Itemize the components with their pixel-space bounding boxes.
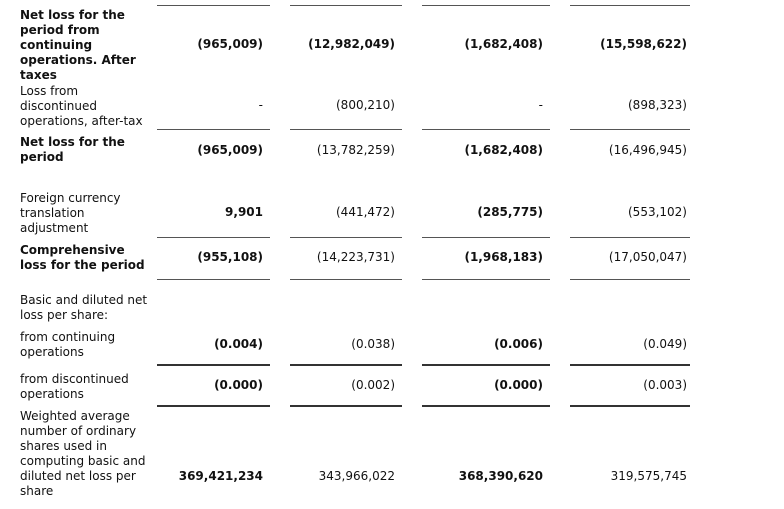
cell-value: (898,323) bbox=[628, 98, 687, 112]
rule bbox=[422, 237, 550, 238]
cell-value: (441,472) bbox=[336, 205, 395, 219]
cell-value: (965,009) bbox=[197, 37, 263, 51]
rule bbox=[570, 279, 690, 280]
rule bbox=[157, 405, 270, 407]
cell-value: - bbox=[538, 98, 543, 112]
row-label: Weighted average number of ordinary shar… bbox=[20, 409, 146, 498]
rule bbox=[290, 364, 402, 366]
cell-value: 319,575,745 bbox=[610, 469, 687, 483]
cell-value: (285,775) bbox=[477, 205, 543, 219]
row-label: Loss from discontinued operations, after… bbox=[20, 84, 143, 128]
cell-value: 343,966,022 bbox=[318, 469, 395, 483]
rule bbox=[570, 237, 690, 238]
rule bbox=[157, 364, 270, 366]
cell-value: (0.038) bbox=[351, 337, 395, 351]
cell-value: (800,210) bbox=[336, 98, 395, 112]
cell-value: (0.000) bbox=[214, 378, 263, 392]
cell-value: 369,421,234 bbox=[178, 469, 263, 483]
rule bbox=[157, 279, 270, 280]
cell-value: (0.002) bbox=[351, 378, 395, 392]
rule bbox=[157, 237, 270, 238]
cell-value: (13,782,259) bbox=[316, 143, 395, 157]
rule bbox=[422, 5, 550, 6]
cell-value: (0.006) bbox=[494, 337, 543, 351]
row-label: from discontinued operations bbox=[20, 372, 129, 401]
rule bbox=[157, 5, 270, 6]
row-label: Net loss for the period bbox=[20, 135, 125, 164]
rule bbox=[290, 279, 402, 280]
cell-value: (965,009) bbox=[197, 143, 263, 157]
rule bbox=[290, 5, 402, 6]
row-label: Comprehensive loss for the period bbox=[20, 243, 145, 272]
rule bbox=[157, 129, 270, 130]
rule bbox=[570, 405, 690, 407]
rule bbox=[422, 279, 550, 280]
rule bbox=[570, 364, 690, 366]
cell-value: (1,682,408) bbox=[464, 37, 543, 51]
cell-value: 368,390,620 bbox=[458, 469, 543, 483]
cell-value: (553,102) bbox=[628, 205, 687, 219]
cell-value: (14,223,731) bbox=[316, 250, 395, 264]
rule bbox=[290, 129, 402, 130]
rule bbox=[422, 129, 550, 130]
row-label: Foreign currency translation adjustment bbox=[20, 191, 121, 235]
row-label: Net loss for the period from continuing … bbox=[20, 8, 136, 82]
cell-value: (12,982,049) bbox=[308, 37, 395, 51]
cell-value: (955,108) bbox=[197, 250, 263, 264]
rule bbox=[422, 405, 550, 407]
cell-value: (16,496,945) bbox=[608, 143, 687, 157]
cell-value: - bbox=[258, 98, 263, 112]
rule bbox=[570, 5, 690, 6]
cell-value: (0.004) bbox=[214, 337, 263, 351]
cell-value: (17,050,047) bbox=[608, 250, 687, 264]
cell-value: (1,968,183) bbox=[464, 250, 543, 264]
cell-value: (15,598,622) bbox=[600, 37, 687, 51]
rule bbox=[422, 364, 550, 366]
row-label: Basic and diluted net loss per share: bbox=[20, 293, 148, 322]
cell-value: 9,901 bbox=[225, 205, 263, 219]
cell-value: (0.049) bbox=[643, 337, 687, 351]
cell-value: (0.000) bbox=[494, 378, 543, 392]
rule bbox=[290, 405, 402, 407]
row-label: from continuing operations bbox=[20, 330, 116, 359]
rule bbox=[570, 129, 690, 130]
cell-value: (0.003) bbox=[643, 378, 687, 392]
rule bbox=[290, 237, 402, 238]
cell-value: (1,682,408) bbox=[464, 143, 543, 157]
